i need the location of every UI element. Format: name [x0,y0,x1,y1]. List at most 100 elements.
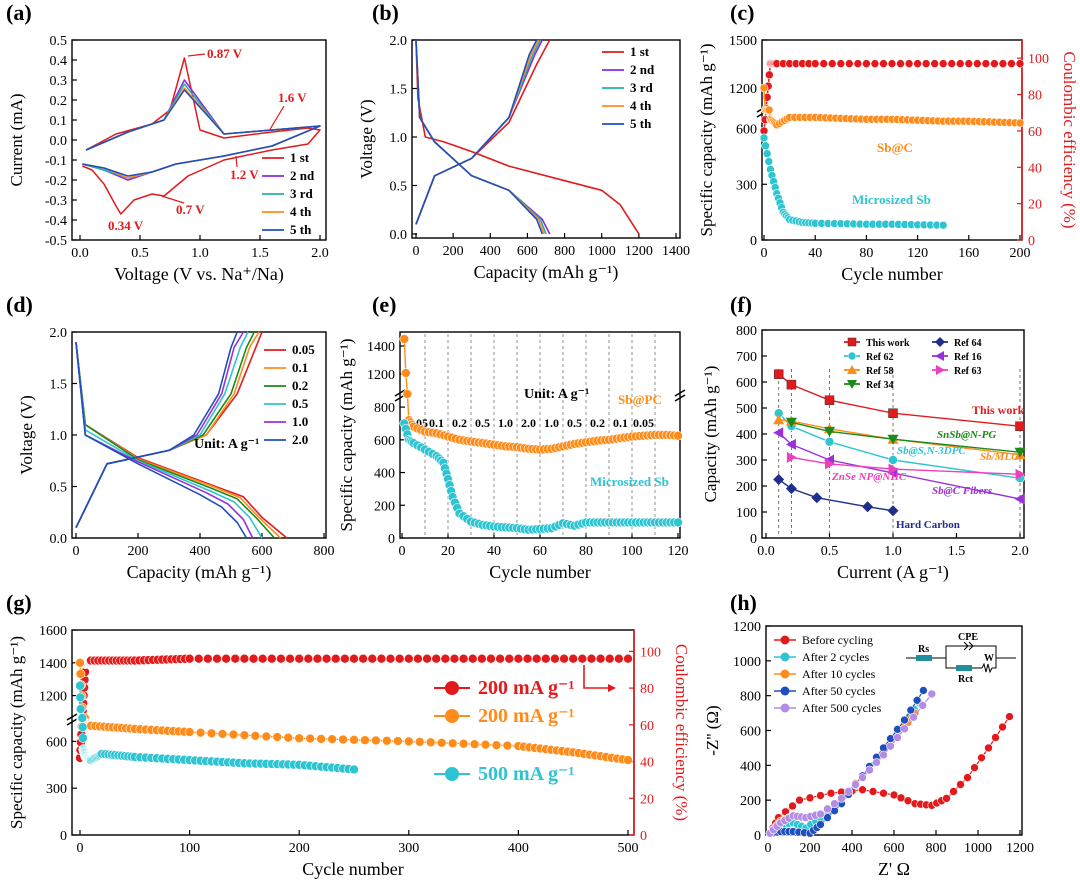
y-tick-label: 1200 [729,82,757,97]
legend-label: Before cycling [802,633,873,647]
y2-tick-label: 40 [640,756,654,771]
ce-point [973,59,982,68]
ce-point [964,59,974,68]
ce-point [998,59,1008,68]
cap500-point [75,692,86,703]
nyquist-point [823,813,832,822]
nyquist-point [826,788,836,798]
ce-point [522,653,533,664]
comparison-point [785,417,797,428]
nyquist-point [900,715,909,725]
comparison-point [1015,468,1026,480]
curve-label: Sb@C Fibers [932,485,992,497]
unit-note: Unit: A g⁻¹ [524,387,589,402]
x-tick-label: 400 [480,244,501,259]
y-tick-label: 100 [736,506,757,521]
nyquist-point [879,750,888,760]
axis-break [66,713,78,726]
x-tick-label: 100 [622,544,643,559]
x-tick-label: 500 [618,841,639,856]
legend-label: Ref 58 [866,366,894,377]
voltage-profile [415,39,544,235]
legend-marker [780,669,790,679]
legend-marker [935,351,944,361]
nyquist-point [977,753,986,763]
panel-label-g: (g) [6,590,32,615]
msb-point [759,133,769,143]
y-tick-label: -0.3 [45,194,67,209]
legend-marker [780,635,790,645]
x-axis-label: Cycle number [302,859,403,879]
ce-point [531,653,542,664]
y-tick-label: 1200 [39,690,67,705]
legend-label: 0.2 [292,378,308,393]
cap500-point [77,713,88,723]
y-tick-label: 200 [740,794,761,809]
legend-marker [780,703,790,713]
ce-point [477,653,487,664]
y-tick-label: 700 [736,350,757,365]
x-tick-label: 600 [884,841,905,856]
cap200-point [371,735,381,746]
x-tick-label: 0.5 [131,246,149,261]
ce-point [403,653,414,664]
cap500-point [75,680,85,691]
warburg-symbol [981,662,993,674]
x-axis-label: Current (A g⁻¹) [837,562,949,583]
y-tick-label: 600 [736,376,757,391]
ce-point [853,59,863,68]
ce-point [947,59,957,68]
legend-label: Ref 62 [866,352,894,363]
nyquist-point [919,686,928,695]
nyquist-point [872,758,881,767]
nyquist-point [816,820,825,829]
nyquist-point [858,785,867,795]
y-tick-label: 0.2 [50,94,68,109]
ce-point [981,59,991,68]
cap200-point [195,727,206,738]
axes-frame [411,39,681,239]
rate-label: 0.5 [475,416,490,430]
comparison-point [824,395,835,405]
comparison-point [811,492,823,504]
x-tick-label: 300 [398,841,419,856]
y-tick-label: 400 [736,428,757,443]
cap200-point [458,738,469,749]
cap200-point [502,740,513,751]
cap200-point [272,732,283,742]
y-tick-label: 1600 [39,624,67,639]
legend-label: 2 nd [630,62,655,77]
x-tick-label: 1.5 [251,246,269,261]
legend-marker [847,337,857,347]
legend-label: Ref 64 [954,338,982,349]
circuit-wire [906,645,1016,669]
x-tick-label: 1400 [662,244,690,259]
ce-point [887,59,897,68]
y2-tick-label: 0 [1028,234,1035,249]
y-tick-label: 400 [374,467,395,482]
legend-label: 5 th [630,116,652,131]
panel-label-d: (d) [6,292,33,317]
y2-axis-label: Coulombic efficiency (%) [1060,51,1079,228]
y2-tick-label: 100 [640,645,661,660]
nyquist-point [858,773,867,782]
ce-point [504,653,515,664]
y-tick-label: 500 [736,402,757,417]
x-tick-label: 200 [128,544,149,559]
annotation: 0.87 V [207,46,243,61]
cap200-point [436,738,447,748]
resistor-rs [916,655,932,661]
comparison-point [887,505,899,517]
cap200-point [447,738,458,749]
y2-axis-label: Coulombic efficiency (%) [672,644,691,821]
nyquist-point [837,794,846,803]
y-tick-label: 1200 [367,368,395,383]
cap500-point [78,733,88,743]
panel-label-c: (c) [730,0,754,25]
x-tick-label: 2.0 [1011,544,1029,559]
legend-label: 3 rd [630,80,654,95]
legend-label: 1.0 [292,414,308,429]
ce-point [212,653,222,664]
y-tick-label: 1200 [733,620,761,635]
